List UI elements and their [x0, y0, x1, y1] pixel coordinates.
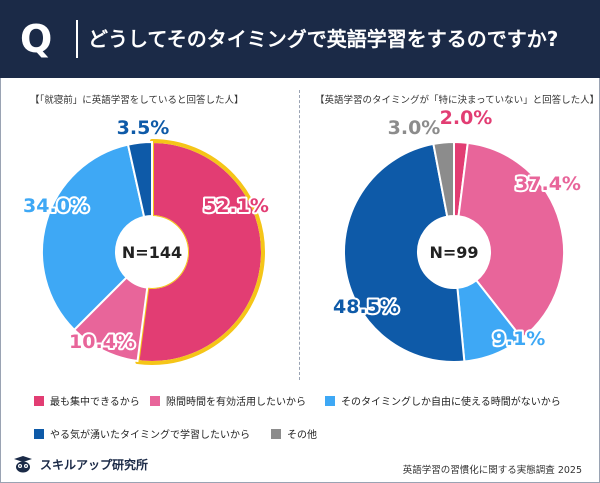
- data-label: 9.1%: [493, 328, 546, 350]
- source-note: 英語学習の習慣化に関する実態調査 2025: [402, 465, 582, 476]
- donut-hole: [418, 216, 490, 288]
- data-label: 2.0%: [440, 107, 493, 129]
- data-label: 48.5%: [333, 296, 399, 318]
- chart-caption-right: 【英語学習のタイミングが「特に決まっていない」と回答した人】: [315, 95, 600, 106]
- brand-name: スキルアップ研究所: [40, 457, 149, 472]
- data-label: 52.1%: [203, 195, 269, 217]
- donut-hole: [116, 216, 188, 288]
- brand-logo: スキルアップ研究所: [12, 455, 148, 473]
- data-label: 34.0%: [23, 195, 89, 217]
- center-label: N=99: [429, 243, 478, 262]
- question-mark: Q: [20, 17, 53, 61]
- data-label: 3.0%: [388, 117, 441, 139]
- chart-caption-left: 【「就寝前」に英語学習をしていると回答した人】: [30, 95, 244, 106]
- data-label: 37.4%: [515, 173, 581, 195]
- center-label: N=144: [122, 243, 182, 262]
- data-label: 3.5%: [117, 117, 170, 139]
- owl-icon: [14, 456, 32, 473]
- page-title: どうしてそのタイミングで英語学習をするのですか?: [88, 27, 559, 51]
- data-label: 10.4%: [69, 331, 135, 353]
- panel-divider: [299, 90, 300, 380]
- header-divider: [76, 20, 78, 58]
- header-bar: Q どうしてそのタイミングで英語学習をするのですか?: [0, 0, 600, 78]
